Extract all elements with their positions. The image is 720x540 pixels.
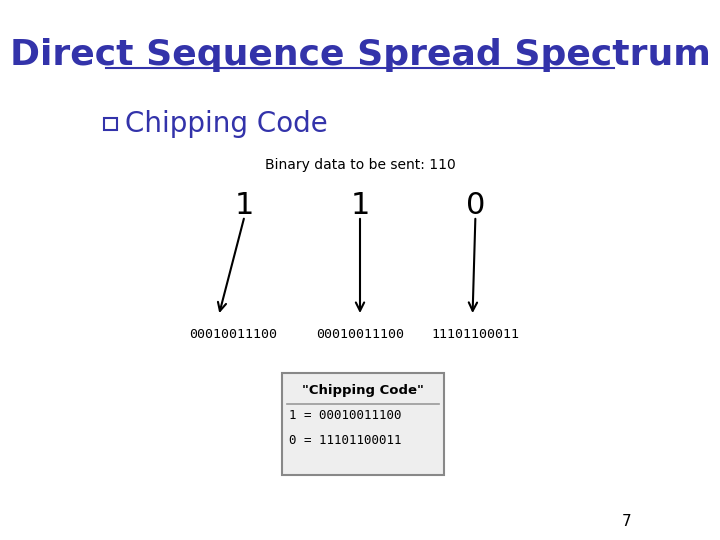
- Text: 00010011100: 00010011100: [189, 328, 277, 341]
- Text: Binary data to be sent: 110: Binary data to be sent: 110: [265, 158, 455, 172]
- Text: 0: 0: [466, 191, 485, 220]
- Text: Chipping Code: Chipping Code: [125, 110, 328, 138]
- FancyBboxPatch shape: [282, 373, 444, 475]
- Text: "Chipping Code": "Chipping Code": [302, 384, 424, 397]
- Text: 1 = 00010011100: 1 = 00010011100: [289, 409, 402, 422]
- FancyBboxPatch shape: [104, 118, 117, 130]
- Text: 00010011100: 00010011100: [316, 328, 404, 341]
- Text: 1: 1: [235, 191, 254, 220]
- Text: 1: 1: [351, 191, 369, 220]
- Text: Direct Sequence Spread Spectrum: Direct Sequence Spread Spectrum: [9, 38, 711, 72]
- Text: 0 = 11101100011: 0 = 11101100011: [289, 434, 402, 447]
- Text: 7: 7: [621, 514, 631, 529]
- Text: 11101100011: 11101100011: [431, 328, 519, 341]
